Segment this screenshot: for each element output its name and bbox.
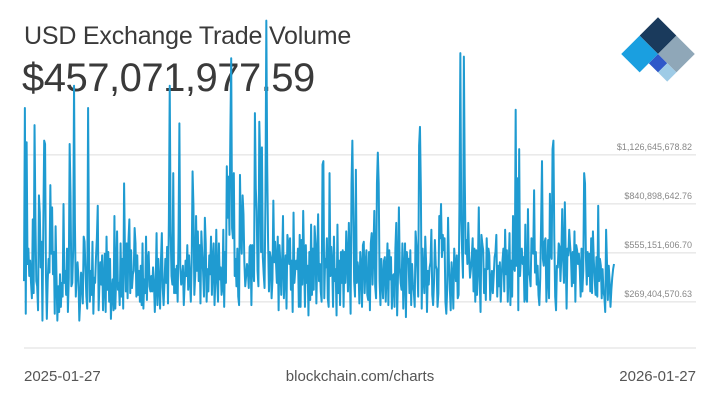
start-date-label: 2025-01-27	[24, 368, 101, 385]
chart-title: USD Exchange Trade Volume	[24, 22, 352, 50]
trade-volume-series-line	[23, 19, 615, 322]
y-tick-label: $840,898,642.76	[624, 191, 692, 201]
source-link[interactable]: blockchain.com/charts	[285, 368, 435, 385]
blockchain-logo-icon	[618, 14, 698, 94]
y-tick-label: $1,126,645,678.82	[617, 142, 692, 152]
end-date-label: 2026-01-27	[619, 368, 696, 385]
y-tick-label: $269,404,570.63	[624, 289, 692, 299]
y-tick-label: $555,151,606.70	[624, 240, 692, 250]
